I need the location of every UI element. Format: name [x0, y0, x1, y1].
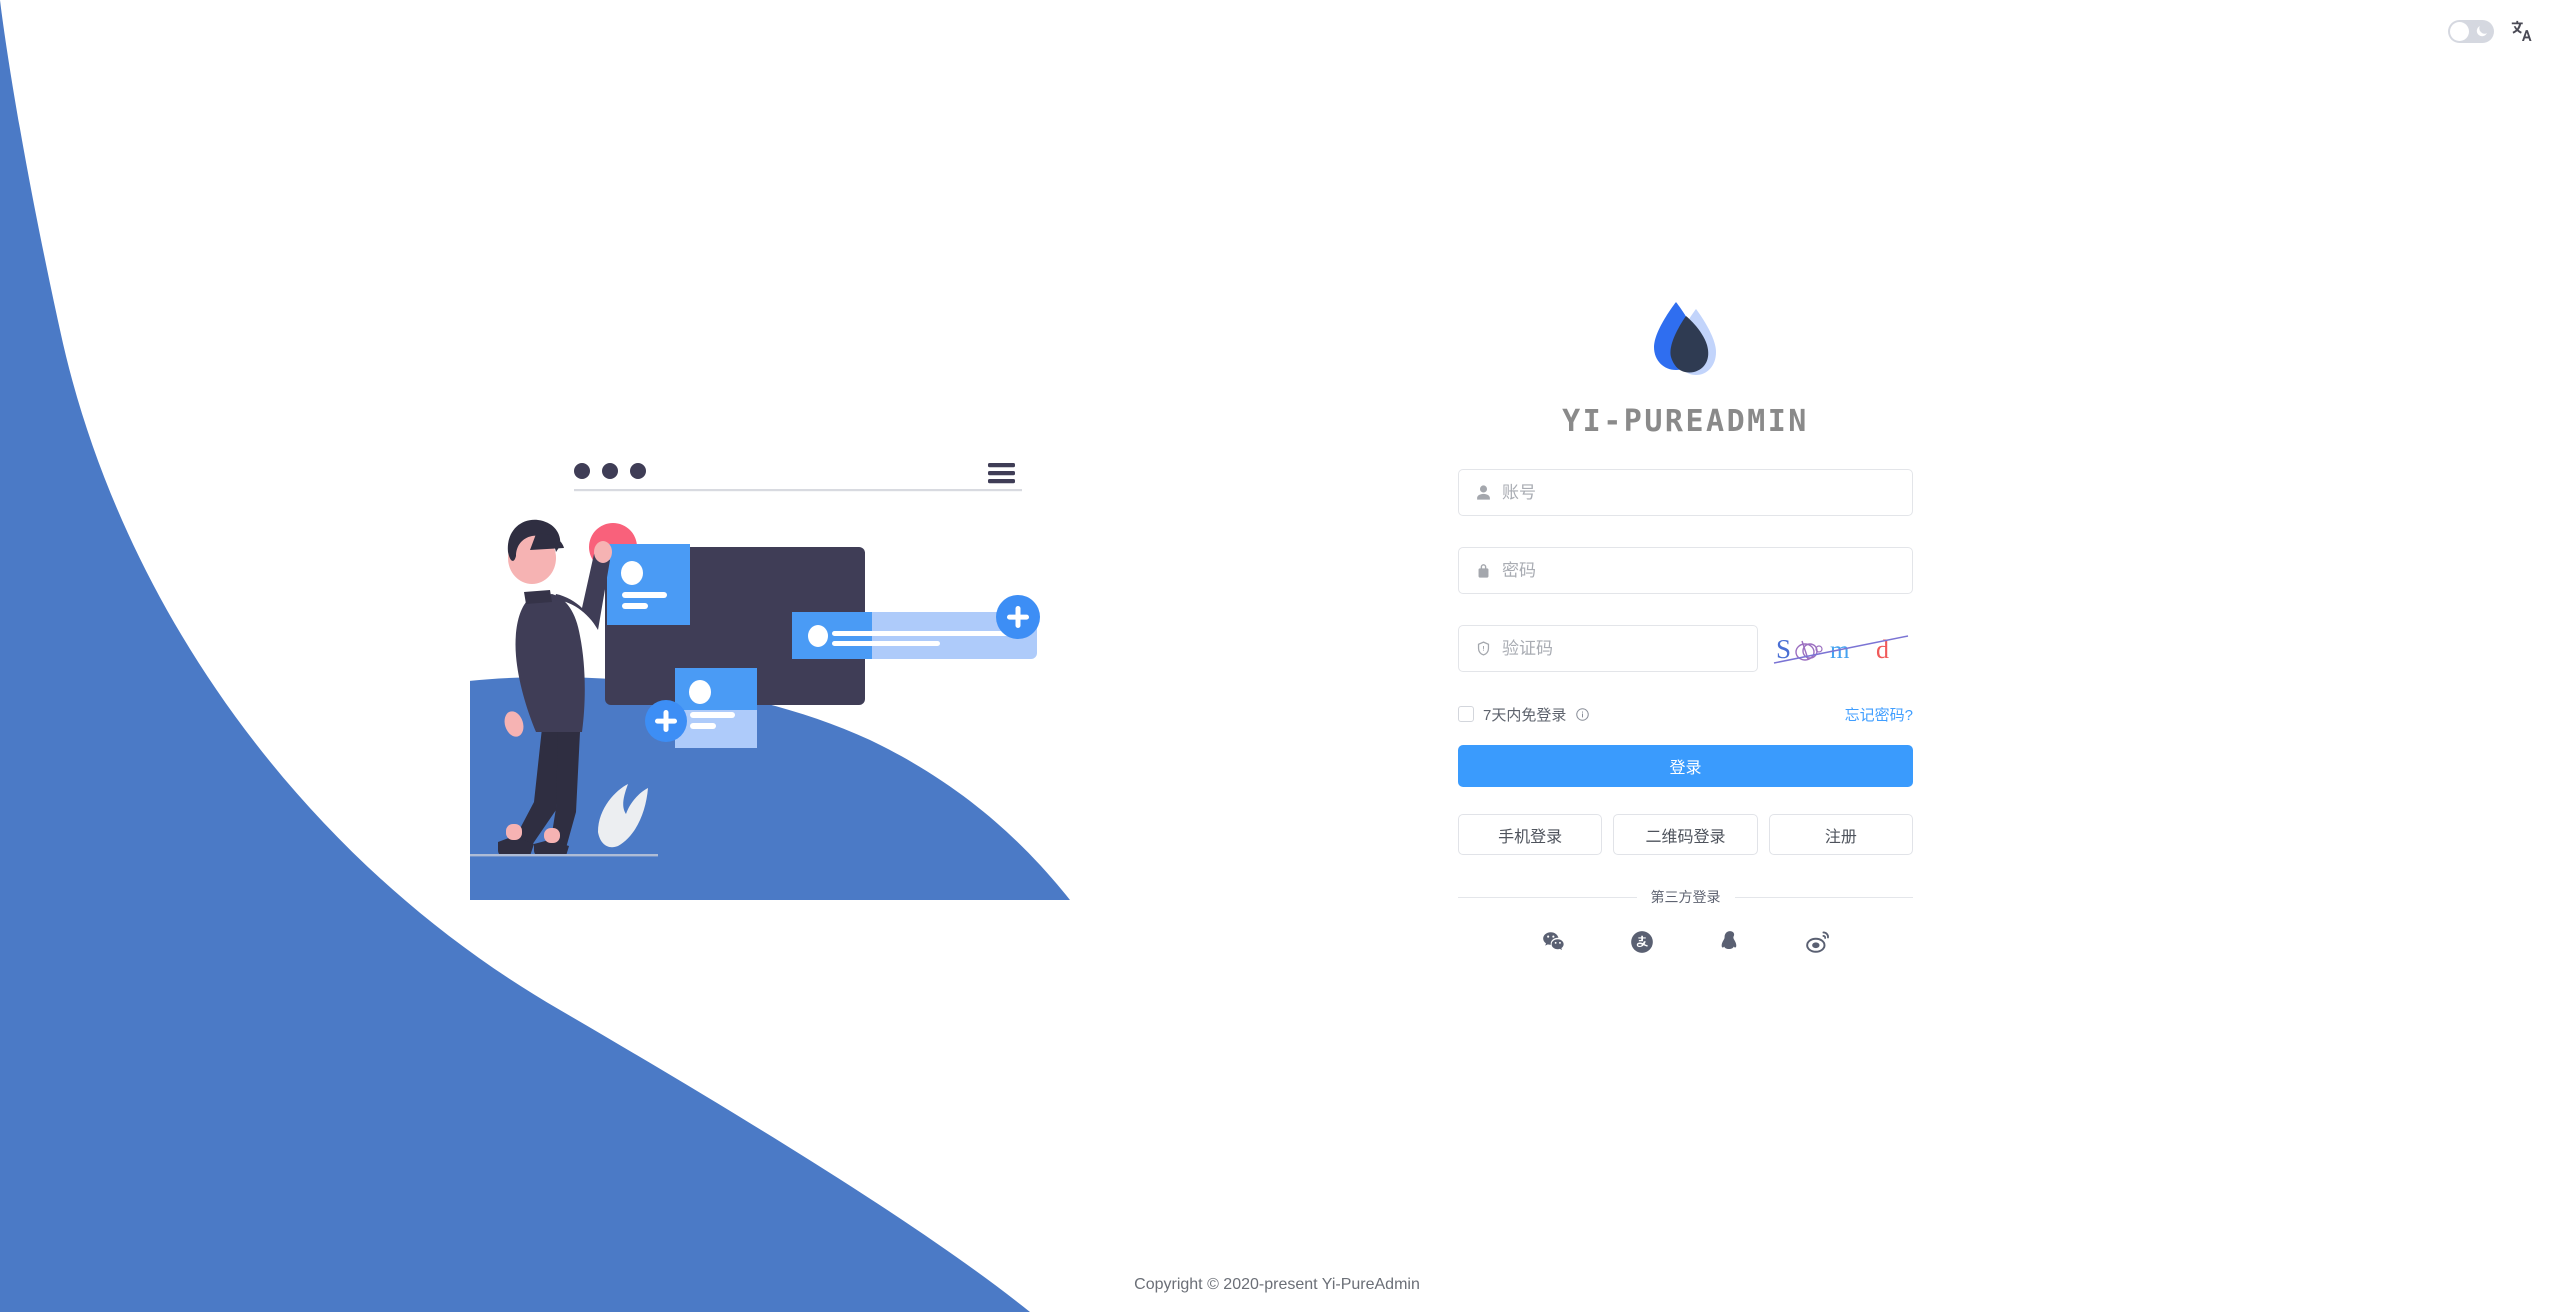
third-party-divider: 第三方登录: [1458, 887, 1913, 907]
username-field[interactable]: [1458, 469, 1913, 516]
checkbox-box[interactable]: [1458, 706, 1474, 722]
hamburger-menu-icon: [988, 463, 1015, 484]
toggle-knob: [2450, 21, 2469, 41]
page-title: YI-PUREADMIN: [1562, 404, 1809, 439]
moon-icon: [2476, 25, 2487, 36]
register-button[interactable]: 注册: [1768, 814, 1913, 855]
illustration-ground-line: [470, 854, 658, 857]
user-icon: [1477, 485, 1490, 500]
footer-copyright: Copyright © 2020-present Yi-PureAdmin: [1134, 1276, 1420, 1293]
login-illustration: [470, 463, 1070, 900]
svg-text:d: d: [1876, 635, 1889, 664]
social-login-row: [1458, 929, 1913, 955]
captcha-field[interactable]: [1458, 625, 1758, 672]
password-input[interactable]: [1502, 560, 1896, 581]
logo-container: [1458, 300, 1913, 396]
plus-icon-secondary: [645, 700, 687, 742]
login-button[interactable]: 登录: [1458, 745, 1913, 787]
third-party-label: 第三方登录: [1650, 889, 1721, 905]
divider-line-left: [1458, 896, 1637, 898]
svg-text:S: S: [1776, 634, 1791, 664]
forgot-password-link[interactable]: 忘记密码?: [1844, 706, 1913, 724]
shield-icon: [1477, 641, 1490, 656]
qq-icon[interactable]: [1717, 929, 1743, 955]
translate-icon[interactable]: [2508, 18, 2534, 44]
weibo-icon[interactable]: [1805, 929, 1831, 955]
info-circle-icon[interactable]: [1575, 707, 1590, 722]
lock-icon: [1478, 564, 1489, 578]
wechat-icon[interactable]: [1541, 929, 1567, 955]
qrcode-login-button[interactable]: 二维码登录: [1613, 814, 1758, 855]
top-controls: [2448, 18, 2534, 44]
illustration-browser-bar: [574, 463, 1022, 492]
dark-mode-toggle[interactable]: [2448, 19, 2494, 43]
password-field[interactable]: [1458, 547, 1913, 594]
captcha-input[interactable]: [1502, 638, 1741, 659]
login-options-row: 7天内免登录 忘记密码?: [1458, 703, 1913, 725]
alipay-icon[interactable]: [1629, 929, 1655, 955]
plus-icon: [996, 595, 1040, 639]
captcha-row: S m d: [1458, 625, 1913, 672]
username-input[interactable]: [1502, 482, 1896, 503]
illustration-card-top: [607, 544, 690, 625]
phone-login-button[interactable]: 手机登录: [1458, 814, 1603, 855]
login-panel: YI-PUREADMIN S: [1458, 300, 1913, 955]
remember-me-label: 7天内免登录: [1483, 706, 1567, 724]
captcha-image[interactable]: S m d: [1772, 625, 1912, 672]
yi-pureadmin-droplet-logo: [1653, 302, 1716, 375]
alternate-login-buttons: 手机登录 二维码登录 注册: [1458, 814, 1913, 855]
svg-text:m: m: [1830, 637, 1850, 664]
divider-line-right: [1734, 896, 1913, 898]
remember-me-checkbox[interactable]: 7天内免登录: [1458, 704, 1590, 725]
